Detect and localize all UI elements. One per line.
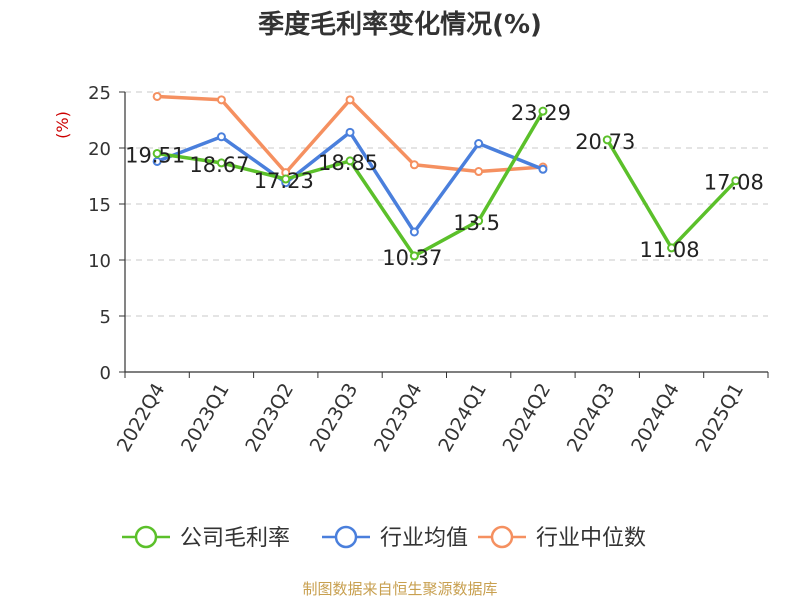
legend-swatch-marker xyxy=(334,525,358,549)
data-point xyxy=(345,156,355,166)
x-tick-label: 2025Q1 xyxy=(691,380,748,456)
y-tick-label: 15 xyxy=(88,195,111,216)
chart-title: 季度毛利率变化情况(%) xyxy=(258,10,542,40)
legend-label: 行业均值 xyxy=(380,526,468,551)
grid-layer xyxy=(125,91,768,317)
x-tick-label: 2023Q4 xyxy=(370,380,427,456)
data-label: 23.29 xyxy=(511,101,571,125)
y-tick-label: 5 xyxy=(100,307,111,328)
data-label: 20.73 xyxy=(575,130,635,154)
data-label: 10.37 xyxy=(382,246,442,270)
x-tick-label: 2023Q3 xyxy=(306,380,363,456)
data-label: 17.23 xyxy=(254,169,314,193)
legend-item[interactable]: 行业均值 xyxy=(322,525,468,551)
legend-item[interactable]: 公司毛利率 xyxy=(122,525,290,551)
x-tick-label: 2023Q1 xyxy=(177,380,234,456)
data-point xyxy=(216,95,226,105)
data-label: 17.08 xyxy=(704,171,764,195)
data-point xyxy=(474,167,484,177)
data-point xyxy=(667,243,677,253)
data-point xyxy=(152,148,162,158)
data-point xyxy=(216,132,226,142)
data-label: 18.67 xyxy=(189,153,249,177)
data-point xyxy=(409,251,419,261)
data-label: 11.08 xyxy=(639,238,699,262)
x-tick-label: 2024Q1 xyxy=(434,380,491,456)
data-point xyxy=(538,164,548,174)
data-label: 19.51 xyxy=(125,143,185,167)
series-0 xyxy=(152,106,741,261)
data-point xyxy=(281,174,291,184)
x-tick-label: 2024Q4 xyxy=(627,380,684,456)
data-point xyxy=(538,106,548,116)
data-point xyxy=(216,158,226,168)
y-axis-label: (%) xyxy=(53,111,72,139)
y-tick-label: 10 xyxy=(88,251,111,272)
data-point xyxy=(474,139,484,149)
y-tick-label: 20 xyxy=(88,139,111,160)
legend: 公司毛利率 行业均值 行业中位数 xyxy=(122,525,646,551)
x-tick-label: 2023Q2 xyxy=(241,380,298,456)
x-tick-label: 2024Q3 xyxy=(563,380,620,456)
legend-item[interactable]: 行业中位数 xyxy=(478,525,646,551)
x-tick-label: 2024Q2 xyxy=(499,380,556,456)
legend-label: 行业中位数 xyxy=(536,526,646,551)
legend-swatch-marker xyxy=(134,525,158,549)
legend-swatch-marker xyxy=(490,525,514,549)
data-label: 18.85 xyxy=(318,151,378,175)
data-point xyxy=(345,127,355,137)
source-note: 制图数据来自恒生聚源数据库 xyxy=(302,580,498,598)
series-layer xyxy=(152,91,741,261)
data-point xyxy=(152,91,162,101)
y-tick-label: 25 xyxy=(88,83,111,104)
data-label: 13.5 xyxy=(453,211,500,235)
data-point xyxy=(345,95,355,105)
data-point xyxy=(474,216,484,226)
data-point xyxy=(409,160,419,170)
data-point xyxy=(409,227,419,237)
data-point xyxy=(731,176,741,186)
legend-label: 公司毛利率 xyxy=(180,526,290,551)
data-point xyxy=(602,135,612,145)
x-tick-label: 2022Q4 xyxy=(113,380,170,456)
y-tick-label: 0 xyxy=(100,363,111,384)
